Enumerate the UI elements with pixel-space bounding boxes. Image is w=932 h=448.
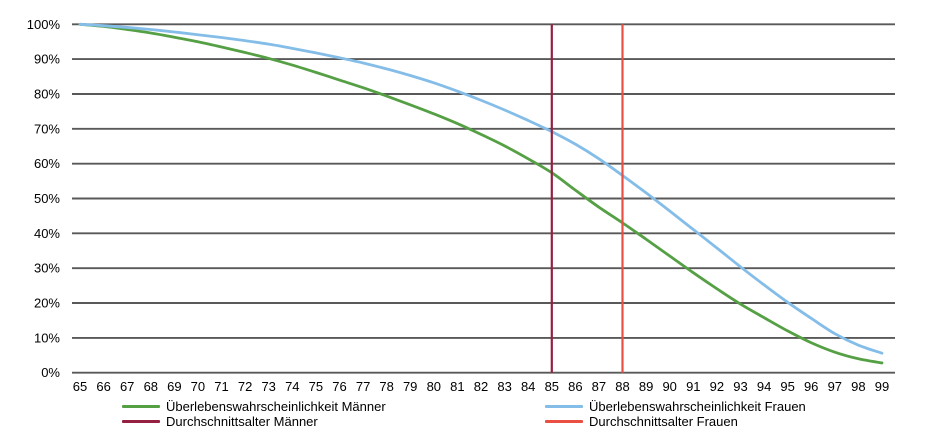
x-axis-tick-label: 80: [427, 379, 441, 394]
x-axis-tick-label: 67: [120, 379, 134, 394]
x-axis-tick-label: 85: [545, 379, 559, 394]
x-axis-tick-label: 66: [96, 379, 110, 394]
x-axis-tick-label: 90: [662, 379, 676, 394]
x-axis-tick-label: 72: [238, 379, 252, 394]
x-axis-tick-label: 98: [851, 379, 865, 394]
y-axis-tick-label: 100%: [27, 17, 61, 32]
x-axis-tick-label: 77: [356, 379, 370, 394]
x-axis-tick-label: 76: [332, 379, 346, 394]
y-axis-tick-label: 60%: [34, 156, 60, 171]
x-axis-tick-label: 69: [167, 379, 181, 394]
x-axis-tick-label: 82: [474, 379, 488, 394]
x-axis-tick-label: 70: [191, 379, 205, 394]
x-axis-tick-label: 68: [144, 379, 158, 394]
x-axis-tick-label: 75: [309, 379, 323, 394]
x-axis-tick-label: 91: [686, 379, 700, 394]
y-axis-tick-label: 40%: [34, 226, 60, 241]
x-axis-tick-label: 96: [804, 379, 818, 394]
x-axis-tick-label: 94: [757, 379, 771, 394]
y-axis-tick-label: 30%: [34, 261, 60, 276]
series-line-survival-women: [78, 22, 884, 355]
x-axis-tick-label: 95: [780, 379, 794, 394]
y-axis-tick-label: 90%: [34, 52, 60, 67]
x-axis-tick-label: 78: [379, 379, 393, 394]
y-axis-tick-label: 70%: [34, 121, 60, 136]
x-axis-tick-label: 93: [733, 379, 747, 394]
x-axis-tick-label: 81: [450, 379, 464, 394]
x-axis-tick-label: 97: [828, 379, 842, 394]
x-axis-tick-label: 65: [73, 379, 87, 394]
y-axis-tick-label: 0%: [41, 365, 60, 380]
x-axis-tick-label: 88: [615, 379, 629, 394]
x-axis-tick-label: 86: [568, 379, 582, 394]
x-axis-tick-label: 87: [592, 379, 606, 394]
series-line-survival-men: [78, 22, 884, 365]
y-axis-tick-label: 50%: [34, 191, 60, 206]
x-axis-tick-label: 99: [875, 379, 889, 394]
y-axis-tick-label: 20%: [34, 296, 60, 311]
x-axis-tick-label: 73: [261, 379, 275, 394]
x-axis-tick-label: 71: [214, 379, 228, 394]
y-axis-tick-label: 80%: [34, 87, 60, 102]
x-axis-tick-label: 89: [639, 379, 653, 394]
x-axis-tick-label: 83: [497, 379, 511, 394]
x-axis-tick-label: 79: [403, 379, 417, 394]
x-axis-tick-label: 84: [521, 379, 535, 394]
x-axis-tick-label: 74: [285, 379, 299, 394]
x-axis-tick-label: 92: [710, 379, 724, 394]
y-axis-tick-label: 10%: [34, 330, 60, 345]
